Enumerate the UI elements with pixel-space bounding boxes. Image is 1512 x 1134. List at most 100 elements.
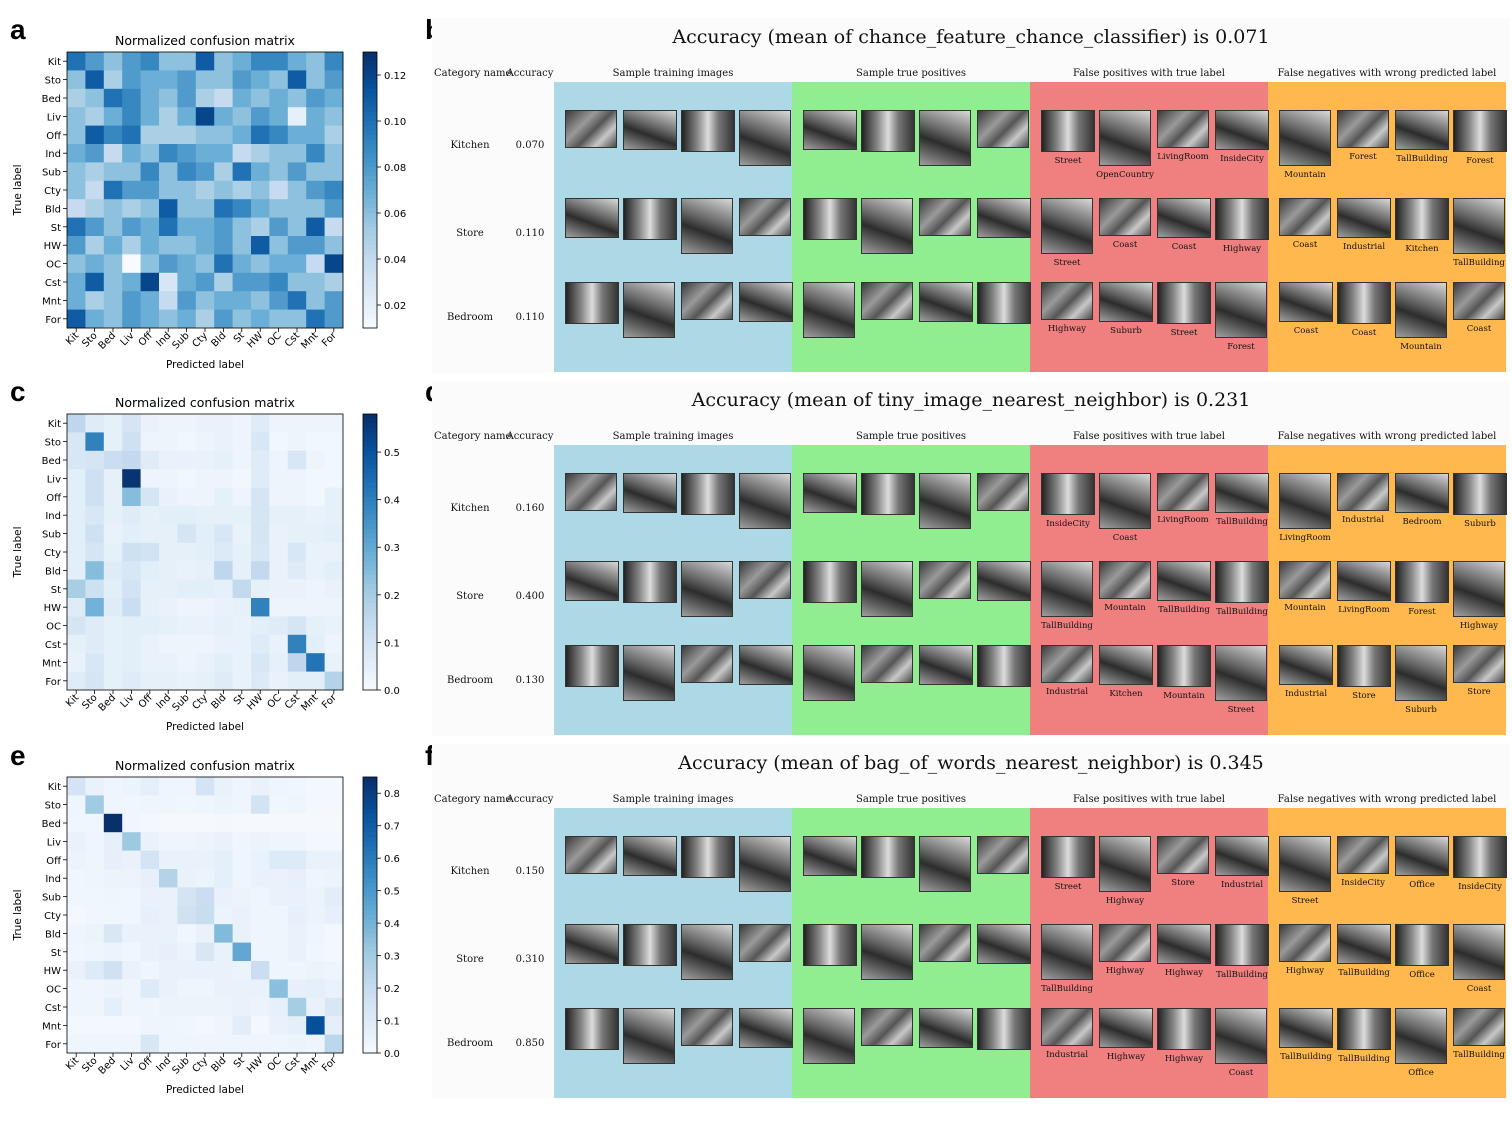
colorbar-segment xyxy=(363,226,377,232)
heatmap-cell xyxy=(306,1016,325,1035)
colorbar-segment xyxy=(363,942,377,948)
heatmap-cell xyxy=(159,469,178,488)
colorbar-segment xyxy=(363,1011,377,1017)
y-tick-label: Kit xyxy=(48,57,61,68)
sample-image-thumbnail xyxy=(977,645,1031,687)
heatmap-cell xyxy=(214,469,233,488)
heatmap-cell xyxy=(324,70,344,90)
heatmap-cell xyxy=(85,254,105,274)
heatmap-cell xyxy=(324,506,344,525)
heatmap-cell xyxy=(232,616,252,636)
sample-image-thumbnail xyxy=(1215,473,1269,513)
thumbnail-caption: Bedroom xyxy=(1402,517,1442,527)
results-panel-f: Accuracy (mean of bag_of_words_nearest_n… xyxy=(432,744,1510,1099)
heatmap-cell xyxy=(287,469,307,488)
thumbnail-caption: Mountain xyxy=(1104,603,1146,613)
heatmap-cell xyxy=(232,1016,252,1035)
sample-image-thumbnail xyxy=(803,836,857,876)
colorbar-segment xyxy=(363,519,377,525)
y-axis-label: True label xyxy=(12,526,24,578)
x-tick-label: HW xyxy=(245,1055,265,1075)
heatmap-cell xyxy=(103,450,123,470)
sample-image-thumbnail xyxy=(1279,282,1333,322)
heatmap-cell xyxy=(269,1034,289,1054)
heatmap-cell xyxy=(67,542,86,562)
heatmap-cell xyxy=(232,869,252,888)
sample-image-thumbnail xyxy=(1099,836,1151,892)
heatmap-cell xyxy=(287,107,307,126)
y-tick-label: Cty xyxy=(44,911,61,922)
colorbar-segment xyxy=(363,460,377,466)
heatmap-cell xyxy=(177,905,197,925)
sample-image-thumbnail xyxy=(565,561,619,601)
heatmap-cell xyxy=(214,88,233,108)
x-tick-label: HW xyxy=(245,692,265,712)
heatmap-cell xyxy=(251,616,270,636)
sample-image-thumbnail xyxy=(623,1008,675,1064)
header-fp: False positives with true label xyxy=(1073,431,1225,442)
colorbar-segment xyxy=(363,1002,377,1008)
colorbar-segment xyxy=(363,217,377,223)
heatmap-cell xyxy=(306,236,325,255)
heatmap-cell xyxy=(324,905,344,925)
thumbnail-caption: TallBuilding xyxy=(1216,517,1268,527)
colorbar-segment xyxy=(363,547,377,553)
heatmap-cell xyxy=(306,942,325,962)
heatmap-cell xyxy=(232,450,252,470)
heatmap-cell xyxy=(232,579,252,599)
colorbar-segment xyxy=(363,496,377,502)
colorbar-segment xyxy=(363,919,377,925)
heatmap-cell xyxy=(140,487,160,507)
heatmap-cell xyxy=(159,144,178,163)
thumbnail-caption: Mountain xyxy=(1163,691,1205,701)
heatmap-cell xyxy=(159,887,178,907)
heatmap-cell xyxy=(232,506,252,525)
x-tick-label: Liv xyxy=(119,692,137,710)
heatmap-cell xyxy=(306,795,325,815)
colorbar-segment xyxy=(363,938,377,944)
heatmap-cell xyxy=(214,979,233,999)
heatmap-cell xyxy=(306,961,325,980)
heatmap-cell xyxy=(195,52,215,71)
y-tick-label: Cty xyxy=(44,186,61,197)
colorbar-segment xyxy=(363,427,377,433)
sample-image-thumbnail xyxy=(565,924,619,964)
heatmap-cell xyxy=(67,217,86,237)
heatmap-cell xyxy=(232,144,252,163)
x-tick-label: Ind xyxy=(154,330,173,349)
colorbar-segment xyxy=(363,984,377,990)
chart-title: Normalized confusion matrix xyxy=(115,758,295,773)
heatmap-cell xyxy=(287,180,307,200)
heatmap-cell xyxy=(67,236,86,255)
heatmap-cell xyxy=(306,813,325,833)
heatmap-cell xyxy=(214,450,233,470)
sample-image-thumbnail xyxy=(1157,1008,1211,1050)
thumbnail-caption: Kitchen xyxy=(1109,689,1143,699)
heatmap-cell xyxy=(103,107,123,126)
colorbar-tick-label: 0.1 xyxy=(384,1017,400,1028)
heatmap-cell xyxy=(85,832,105,851)
heatmap-cell xyxy=(232,634,252,654)
heatmap-cell xyxy=(214,414,233,433)
y-tick-label: Bed xyxy=(42,819,61,830)
heatmap-cell xyxy=(122,832,141,851)
heatmap-cell xyxy=(306,598,325,617)
heatmap-cell xyxy=(140,88,160,108)
sample-image-thumbnail xyxy=(1041,924,1093,980)
heatmap-cell xyxy=(269,924,289,943)
colorbar-segment xyxy=(363,464,377,470)
thumbnail-caption: Suburb xyxy=(1110,326,1142,336)
colorbar-segment xyxy=(363,483,377,489)
heatmap-cell xyxy=(287,272,307,292)
heatmap-cell xyxy=(214,217,233,237)
heatmap-cell xyxy=(269,291,289,310)
y-tick-label: HW xyxy=(44,241,62,252)
colorbar-frame xyxy=(362,413,378,691)
colorbar-segment xyxy=(363,570,377,576)
x-tick-label: For xyxy=(320,330,339,349)
colorbar-segment xyxy=(363,455,377,461)
heatmap-cell xyxy=(232,942,252,962)
heatmap-cell xyxy=(122,1034,141,1054)
sample-image-thumbnail xyxy=(861,473,915,515)
heatmap-cell xyxy=(103,979,123,999)
